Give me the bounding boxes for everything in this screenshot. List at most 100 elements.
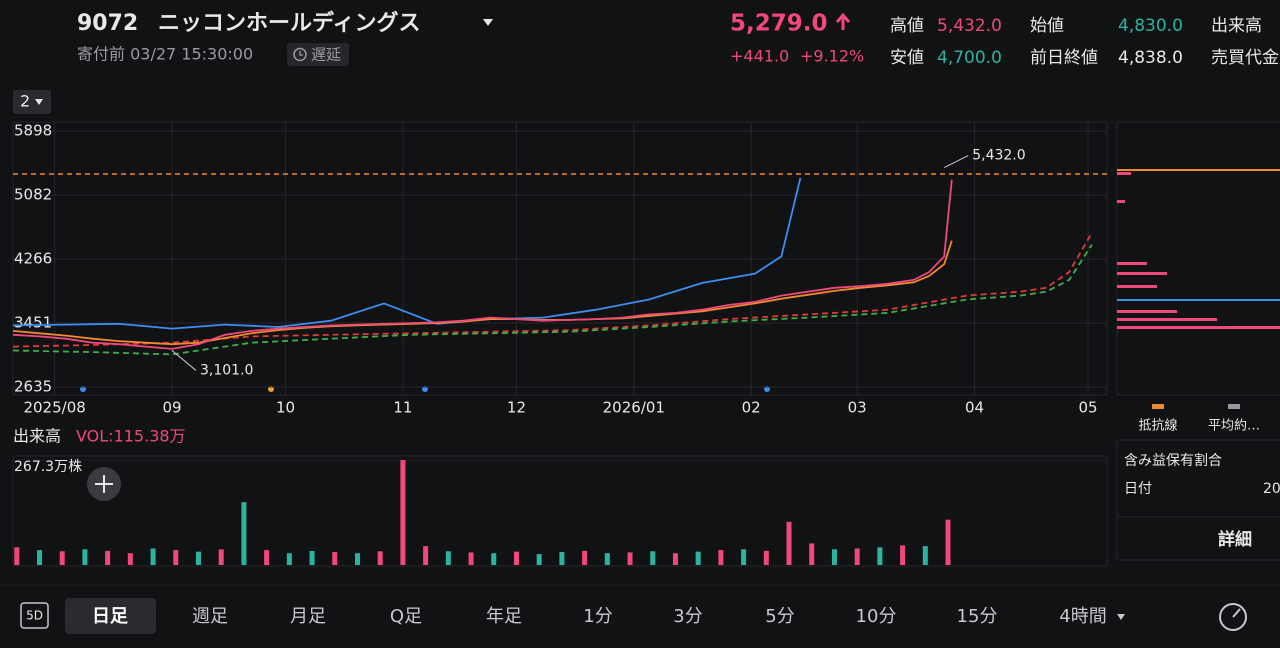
legend-label: 抵抗線 [1138, 418, 1177, 434]
volume-bar [264, 550, 270, 565]
volume-bar [195, 551, 201, 565]
tab[interactable]: 4時間 [1059, 606, 1106, 627]
volume-bar [14, 547, 20, 565]
volume-profile [1117, 172, 1280, 329]
price: 5,279.0 [730, 11, 828, 37]
badge-frame[interactable] [20, 602, 49, 629]
volume-bar [354, 553, 360, 565]
delay-text: 遅延 [311, 46, 341, 64]
y-tick-label: 267.3万株 [14, 459, 82, 475]
volume-bar [150, 548, 156, 565]
volume-bar [105, 550, 111, 565]
volume-bar [809, 543, 815, 565]
clock-icon [293, 47, 307, 62]
x-tick-label: 02 [742, 399, 761, 417]
volume-bar [513, 551, 519, 565]
selector-value[interactable]: 2 [20, 92, 30, 111]
volume-bar [604, 553, 610, 565]
y-tick-label: 3451 [14, 313, 52, 331]
tab[interactable]: 3分 [673, 606, 702, 627]
tab[interactable]: 1分 [583, 606, 612, 627]
volume-title: 出来高 [13, 427, 61, 446]
x-tick-label: 11 [393, 399, 412, 417]
profile-bar [1117, 326, 1280, 329]
x-tick-label: 04 [965, 399, 984, 417]
selector-caret[interactable] [35, 99, 43, 105]
volume-subtitle: VOL:115.38万 [76, 427, 186, 446]
change: +441.0 [730, 47, 789, 66]
stat-label: 高値 [890, 16, 924, 36]
tab[interactable]: 10分 [856, 606, 897, 627]
volume-bar [400, 460, 406, 565]
tab[interactable]: Q足 [390, 606, 422, 627]
x-tick-label: 10 [276, 399, 295, 417]
tab[interactable]: 年足 [486, 606, 522, 627]
volume-bar [877, 547, 883, 565]
volume-plot-frame [12, 455, 1108, 567]
volume-bar [695, 551, 701, 565]
legend-swatch [1228, 404, 1240, 409]
badge[interactable]: 5D [26, 609, 43, 623]
info-panel [1116, 439, 1280, 561]
volume-bar [672, 553, 678, 565]
stock-name[interactable]: ニッコンホールディングス [158, 10, 420, 36]
legend-label: 平均約… [1208, 419, 1260, 434]
annotation: 3,101.0 [200, 362, 253, 378]
volume-bar [127, 553, 133, 565]
volume-bar [445, 551, 451, 565]
legend-swatch [1152, 404, 1164, 409]
name-caret[interactable] [483, 19, 493, 26]
gauge-needle[interactable] [1232, 608, 1241, 618]
gauge-icon[interactable] [1219, 603, 1247, 631]
volume-bar [423, 546, 429, 565]
profile-bar [1117, 262, 1147, 265]
date-label: 日付 [1124, 481, 1152, 497]
volume-bar [900, 545, 906, 565]
panel-title: 含み益保有割合 [1124, 452, 1222, 469]
annotation: 5,432.0 [972, 148, 1025, 164]
stat-label: 始値 [1030, 16, 1064, 36]
tabs: 日足 週足 月足 Q足 年足 1分 3分 5分 10分 15分 4時間 [65, 598, 1125, 634]
up-arrow [835, 12, 851, 30]
add-icon[interactable] [95, 475, 113, 493]
stat-label: 出来高 [1211, 16, 1262, 36]
selector-box[interactable] [13, 90, 51, 114]
y-tick-label: 2635 [14, 378, 52, 396]
volume-bar [831, 549, 837, 565]
stat-value: 4,838.0 [1118, 48, 1183, 68]
profile-bar [1117, 285, 1157, 288]
y-tick-label: 4266 [14, 250, 52, 268]
volume-bar [59, 551, 65, 565]
tab[interactable]: 15分 [957, 606, 998, 627]
x-tick-label: 2025/08 [23, 399, 85, 417]
legend: 抵抗線 平均約… [1138, 404, 1260, 434]
volume-bar [922, 546, 928, 565]
tab[interactable]: 日足 [92, 606, 128, 627]
volume-bar [627, 552, 633, 565]
stat-label: 前日終値 [1030, 48, 1098, 68]
volume-bar [650, 551, 656, 565]
tab[interactable]: 週足 [192, 606, 228, 627]
volume-bar [718, 550, 724, 565]
volume-bar [536, 554, 542, 565]
annotation-leader [944, 155, 969, 169]
volume-bar [36, 550, 42, 565]
annotation-leader [171, 350, 197, 371]
profile-bar [1117, 172, 1131, 175]
tab-caret[interactable] [1117, 614, 1125, 620]
volume-bar [241, 502, 247, 565]
y-tick-label: 5082 [14, 186, 52, 204]
volume-bar [309, 550, 315, 565]
price-plot-frame [12, 121, 1108, 396]
volume-bar [741, 549, 747, 565]
tab[interactable]: 月足 [290, 606, 326, 627]
detail-button[interactable]: 詳細 [1218, 529, 1252, 550]
tab[interactable]: 5分 [765, 606, 794, 627]
x-tick-label: 12 [507, 399, 526, 417]
volume-bar [786, 521, 792, 565]
y-tick-label: 5898 [14, 122, 52, 140]
status-time: 寄付前 03/27 15:30:00 [77, 45, 253, 64]
volume-bar [173, 550, 179, 565]
